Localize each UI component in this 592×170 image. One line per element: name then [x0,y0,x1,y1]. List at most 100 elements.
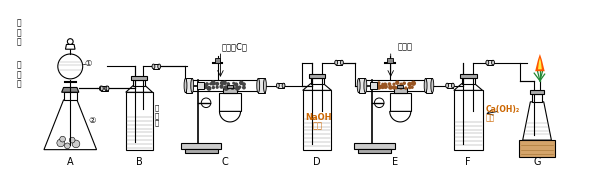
Polygon shape [426,78,432,93]
Polygon shape [487,60,493,65]
Ellipse shape [100,87,103,90]
Text: NaOH: NaOH [305,113,332,122]
Circle shape [388,82,391,86]
Ellipse shape [446,83,449,88]
Polygon shape [220,111,240,122]
Polygon shape [223,88,237,93]
Circle shape [242,86,246,90]
Ellipse shape [105,87,108,90]
Circle shape [232,82,235,85]
Circle shape [215,82,219,86]
Ellipse shape [424,78,427,93]
Circle shape [234,82,239,87]
Circle shape [220,81,224,85]
Ellipse shape [191,78,194,93]
Polygon shape [185,149,218,152]
Polygon shape [308,74,326,78]
Text: B: B [136,157,143,167]
Circle shape [58,54,83,79]
Circle shape [376,84,382,90]
Text: 溶液: 溶液 [313,122,323,131]
Polygon shape [390,111,411,122]
Polygon shape [278,83,284,88]
Circle shape [403,81,406,85]
Ellipse shape [158,64,160,69]
Polygon shape [397,85,403,88]
Polygon shape [303,90,332,150]
Circle shape [209,82,212,85]
Ellipse shape [340,60,343,65]
Polygon shape [538,58,542,69]
Circle shape [222,81,227,85]
Circle shape [226,82,230,86]
Polygon shape [358,149,391,152]
Polygon shape [126,86,153,92]
Ellipse shape [257,78,260,93]
Ellipse shape [152,64,155,69]
Text: Ca(OH)₂: Ca(OH)₂ [485,105,520,114]
Text: ①: ① [85,59,92,68]
Circle shape [377,81,381,84]
Polygon shape [101,87,106,90]
Circle shape [239,81,244,85]
Circle shape [411,81,416,86]
Ellipse shape [491,60,494,65]
Text: E: E [392,157,398,167]
Text: 灰: 灰 [17,70,21,79]
Ellipse shape [105,86,108,91]
Circle shape [242,82,246,86]
Ellipse shape [101,86,103,91]
Ellipse shape [184,78,187,93]
Circle shape [207,86,211,91]
Circle shape [395,81,400,85]
Ellipse shape [106,86,109,91]
Circle shape [392,83,395,86]
Circle shape [411,86,414,89]
Circle shape [212,86,215,89]
Ellipse shape [282,83,285,88]
Polygon shape [66,44,75,49]
Circle shape [205,82,209,86]
Polygon shape [133,80,145,86]
Circle shape [230,85,235,90]
Ellipse shape [263,78,266,93]
Polygon shape [454,84,482,90]
Polygon shape [62,88,79,92]
Polygon shape [181,143,221,149]
Polygon shape [535,54,545,71]
Circle shape [203,84,208,89]
Polygon shape [532,94,542,102]
Text: 浓
硫
酸: 浓 硫 酸 [155,105,159,126]
Polygon shape [44,100,96,150]
Text: 酸: 酸 [17,38,21,47]
Polygon shape [447,83,453,88]
Text: 稀: 稀 [17,19,21,28]
Circle shape [226,85,230,90]
Polygon shape [454,90,482,150]
Circle shape [381,83,384,86]
Polygon shape [102,86,108,91]
Circle shape [383,82,387,86]
Circle shape [69,137,75,143]
Text: 石: 石 [17,61,21,70]
Polygon shape [523,102,551,140]
Polygon shape [192,80,259,91]
Text: 盐: 盐 [17,28,21,37]
Ellipse shape [431,78,434,93]
Circle shape [400,83,403,86]
Polygon shape [131,76,147,80]
Text: C: C [222,157,229,167]
Polygon shape [197,82,204,89]
Polygon shape [369,82,377,89]
Circle shape [238,86,242,89]
Circle shape [383,84,388,89]
Circle shape [407,82,412,87]
Circle shape [57,139,65,147]
Ellipse shape [357,78,360,93]
Polygon shape [355,143,394,149]
Polygon shape [153,64,159,69]
Polygon shape [336,60,342,65]
Polygon shape [101,86,107,91]
Circle shape [65,143,70,149]
Polygon shape [185,78,192,93]
